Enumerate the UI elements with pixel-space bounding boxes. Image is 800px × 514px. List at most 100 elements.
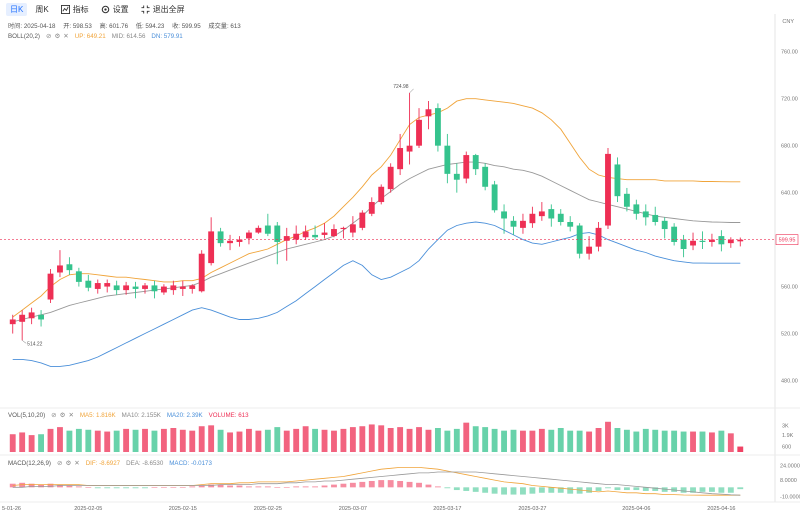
volume-bar [718, 430, 725, 452]
macd-bar [586, 487, 593, 493]
candle [198, 250, 205, 293]
macd-bar [236, 485, 243, 488]
settings-button[interactable]: 设置 [97, 3, 133, 16]
macd-bar [113, 487, 120, 489]
candle-body [387, 166, 394, 190]
volume-bar [189, 430, 196, 452]
macd-name: MACD(12,26,9) [8, 459, 51, 467]
candle [217, 227, 224, 247]
macd-bar [623, 487, 630, 491]
volume-bar [170, 428, 177, 452]
volume-bar [416, 427, 422, 452]
macd-bar [633, 487, 640, 491]
volume-bar [642, 428, 649, 452]
candle [227, 234, 233, 251]
candle [142, 283, 148, 294]
candle-body [453, 173, 460, 180]
exit-fullscreen-button[interactable]: 退出全屏 [137, 3, 189, 16]
candle-body [378, 186, 385, 203]
macd-remove-close-icon[interactable]: ✕ [74, 460, 80, 467]
macd-bar [160, 487, 167, 488]
high-label: 724.98 [393, 84, 409, 90]
candle-body [557, 213, 564, 222]
candle-body [264, 225, 271, 234]
volume-bar [368, 424, 375, 452]
candle [264, 213, 271, 237]
boll-mid-line [12, 161, 741, 323]
volume-bar [605, 421, 611, 452]
remove-close-icon[interactable]: ✕ [63, 33, 69, 40]
tab-daily-k[interactable]: 日K [6, 2, 28, 16]
macd-settings-gear-icon[interactable]: ⚙ [65, 460, 72, 467]
vol-legend: VOL(5,10,20) ⊘ ⚙ ✕ MA5: 1.816K MA10: 2.1… [8, 411, 249, 420]
macd-bar [642, 487, 649, 491]
macd-bar [652, 487, 659, 491]
gear-icon [101, 5, 109, 13]
macd-hide-eye-icon[interactable]: ⊘ [56, 460, 63, 467]
candle-body [321, 232, 328, 235]
macd-bar [85, 487, 92, 488]
macd-bar [340, 483, 347, 488]
candle-body [160, 286, 167, 293]
volume-bars [9, 421, 744, 452]
macd-bar [94, 487, 101, 489]
candle-body [94, 283, 101, 289]
date-tick-label: 2025-04-06 [622, 506, 650, 512]
settings-gear-icon[interactable]: ⚙ [54, 33, 61, 40]
macd-bar [605, 487, 611, 489]
currency-label: CNY [782, 19, 794, 25]
candle [94, 279, 101, 294]
volume-bar [85, 429, 92, 452]
price-tick-label: 560.00 [781, 285, 798, 291]
hide-eye-icon[interactable]: ⊘ [46, 33, 52, 40]
macd-bar [302, 486, 309, 488]
macd-bar [567, 487, 574, 494]
candle [661, 217, 668, 239]
volume-bar [208, 425, 215, 452]
candle-body [340, 227, 347, 230]
exit-fullscreen-label: 退出全屏 [152, 4, 185, 14]
tab-weekly-k[interactable]: 周K [31, 3, 52, 16]
macd-bar [520, 487, 526, 495]
macd-bar [75, 486, 82, 488]
macd-bar [132, 487, 139, 489]
candle [576, 223, 583, 259]
candle [737, 237, 744, 247]
macd-bar [151, 487, 158, 488]
candle-body [19, 314, 26, 322]
volume-bar [727, 433, 734, 452]
candle-body [576, 225, 583, 254]
candle-body [434, 108, 441, 146]
candle-body [605, 153, 611, 226]
last-price-label: 599.95 [779, 238, 796, 244]
volume-bar [595, 428, 602, 452]
indicators-button[interactable]: 指标 [57, 3, 93, 16]
volume-bar [236, 431, 243, 452]
candle [208, 217, 215, 266]
candle-body [57, 265, 63, 273]
candle-body [85, 280, 92, 288]
candle [491, 180, 498, 213]
macd-bar [576, 487, 583, 494]
candle-body [567, 222, 574, 227]
volume-bar [633, 431, 640, 452]
candle [113, 280, 120, 295]
boll-dn-value: DN: 579.91 [151, 32, 183, 40]
candle [19, 310, 26, 341]
macd-bar [529, 487, 536, 494]
vol-settings-gear-icon[interactable]: ⚙ [59, 412, 66, 419]
vol-hide-eye-icon[interactable]: ⊘ [51, 412, 57, 419]
candle [397, 133, 404, 176]
vol-remove-close-icon[interactable]: ✕ [68, 412, 74, 419]
candle-body [642, 211, 649, 218]
macd-bar [463, 487, 470, 491]
macd-bar [453, 487, 460, 491]
volume-bar [661, 430, 668, 452]
candle [529, 206, 536, 228]
volume-bar [340, 428, 347, 452]
macd-bar [690, 487, 696, 493]
volume-bar [113, 430, 120, 452]
candle [387, 163, 394, 193]
candle [463, 151, 470, 184]
